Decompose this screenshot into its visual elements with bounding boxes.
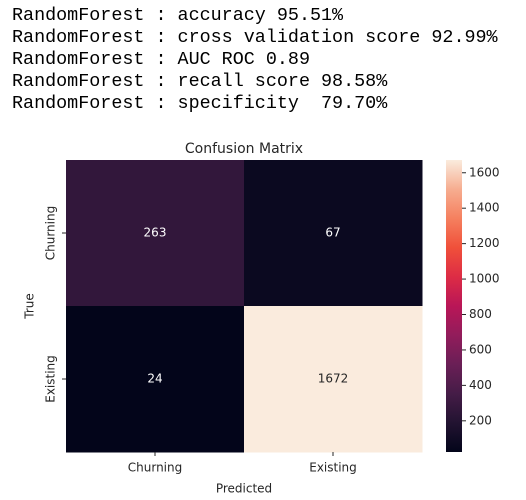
y-tick-label: Churning [44,206,58,260]
console-output: RandomForest : accuracy 95.51% RandomFore… [12,5,498,115]
x-axis-label: Predicted [216,482,272,496]
y-tick-label: Existing [44,355,58,403]
cell-label: 1672 [318,372,349,386]
colorbar-tick-label: 800 [469,307,492,321]
heatmap-cell [66,306,245,453]
chart-title: Confusion Matrix [185,141,303,157]
console-line: RandomForest : specificity 79.70% [12,93,388,114]
heatmap-cell [244,306,423,453]
console-line: RandomForest : accuracy 95.51% [12,5,344,26]
x-tick-label: Existing [309,461,357,475]
console-line: RandomForest : recall score 98.58% [12,71,388,92]
colorbar-tick-label: 1600 [469,165,500,179]
heatmap-cell [244,160,423,307]
heatmap-cell [66,160,245,307]
colorbar-tick-label: 600 [469,342,492,356]
console-line: RandomForest : cross validation score 92… [12,27,498,48]
colorbar-tick-label: 1200 [469,236,500,250]
y-axis-label: True [23,293,37,320]
cell-label: 263 [144,226,167,240]
colorbar-tick-label: 1000 [469,272,500,286]
colorbar-tick-label: 200 [469,413,492,427]
colorbar [446,160,462,452]
cell-label: 67 [325,226,340,240]
console-line: RandomForest : AUC ROC 0.89 [12,49,310,70]
x-tick-label: Churning [128,461,182,475]
colorbar-tick-label: 1400 [469,201,500,215]
cell-label: 24 [147,372,162,386]
colorbar-tick-label: 400 [469,378,492,392]
